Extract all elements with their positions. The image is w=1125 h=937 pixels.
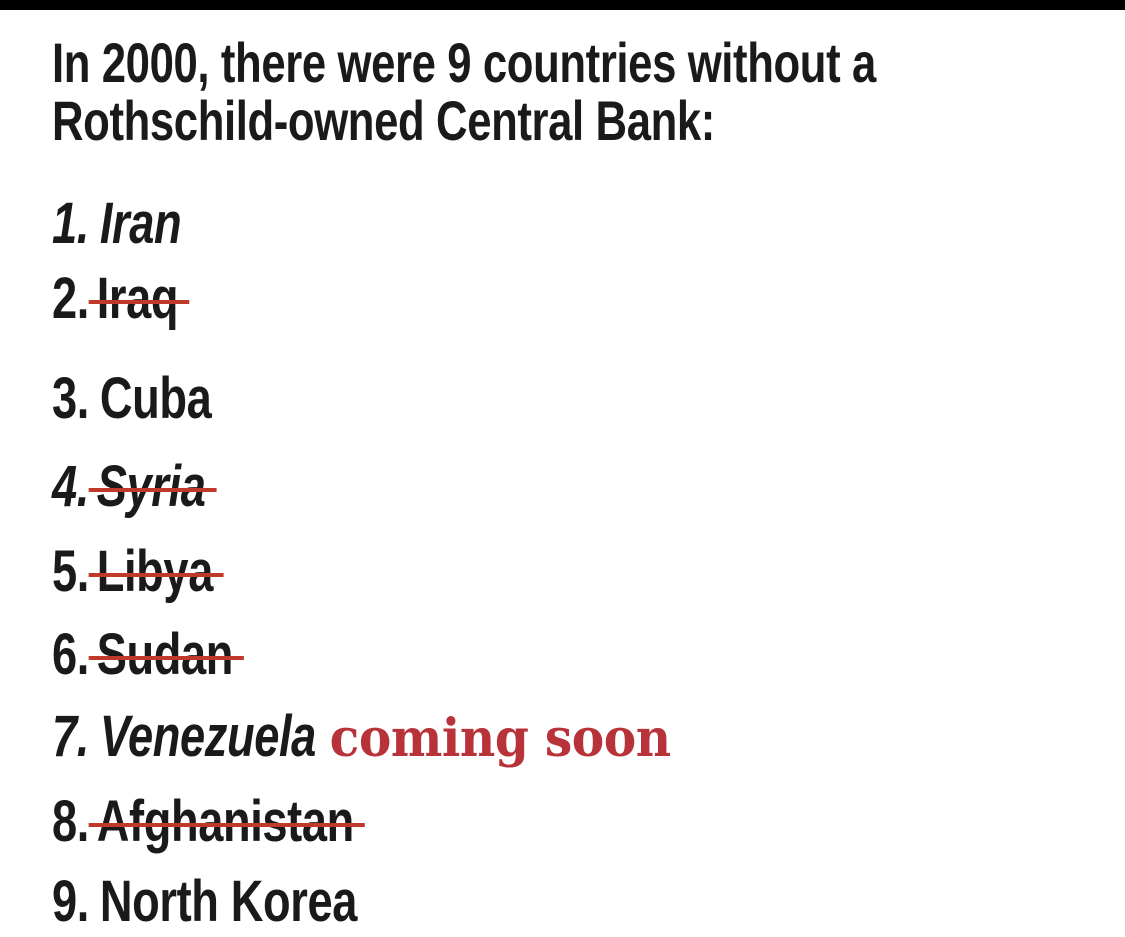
item-number: 1. [52, 191, 89, 256]
country-name: Cuba [99, 366, 212, 431]
list-item: 2. Iraq [52, 265, 190, 332]
item-number: 6. [52, 622, 89, 687]
list-item: 7. Venezuela coming soon [52, 703, 672, 770]
country-name: Iraq [88, 266, 190, 331]
list-item: 9. North Korea [52, 868, 357, 935]
title-line-2: Rothschild-owned Central Bank: [52, 89, 715, 152]
country-name: North Korea [99, 869, 358, 934]
item-number: 8. [52, 789, 89, 854]
item-number: 4. [52, 454, 89, 519]
item-number: 7. [52, 704, 89, 769]
item-number: 3. [52, 366, 89, 431]
item-number: 5. [52, 539, 89, 604]
country-name: Venezuela [99, 704, 316, 769]
top-border [0, 0, 1125, 10]
list-item: 6. Sudan [52, 621, 244, 688]
item-number: 9. [52, 869, 89, 934]
coming-soon-note: coming soon [330, 708, 672, 769]
title-line-1: In 2000, there were 9 countries without … [52, 31, 876, 94]
list-item: 3. Cuba [52, 365, 212, 432]
country-name: Afghanistan [88, 789, 365, 854]
item-number: 2. [52, 266, 89, 331]
list-item: 8. Afghanistan [52, 788, 365, 855]
country-name: Libya [88, 539, 224, 604]
list-item: 1. Iran [52, 190, 182, 257]
list-item: 4. Syria [52, 453, 217, 520]
country-name: Sudan [88, 622, 244, 687]
country-name: Syria [88, 454, 217, 519]
country-name: Iran [99, 191, 182, 256]
list-item: 5. Libya [52, 538, 224, 605]
